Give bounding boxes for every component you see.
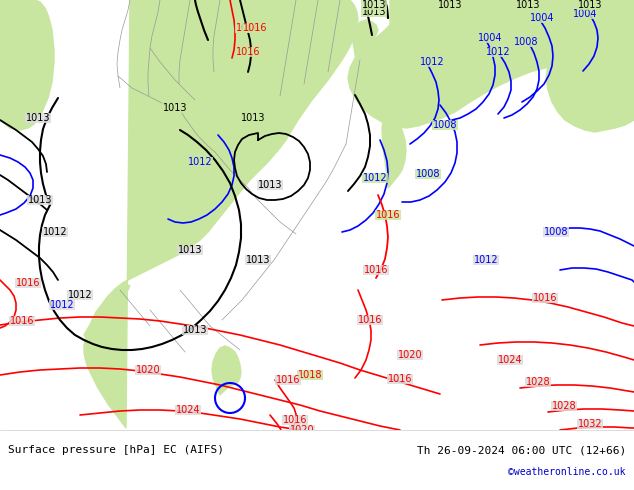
Text: 1016: 1016 xyxy=(16,278,40,288)
Text: 1016: 1016 xyxy=(236,23,260,33)
Text: 1028: 1028 xyxy=(526,377,550,387)
Text: 1016: 1016 xyxy=(533,293,557,303)
Text: 1012: 1012 xyxy=(363,173,387,183)
Text: 1012: 1012 xyxy=(49,300,74,310)
Text: 1008: 1008 xyxy=(433,120,457,130)
Text: 1013: 1013 xyxy=(241,113,265,123)
Text: 1016: 1016 xyxy=(236,47,260,57)
Text: 1028: 1028 xyxy=(552,401,576,411)
Text: 1020: 1020 xyxy=(136,365,160,375)
Text: 1013: 1013 xyxy=(178,245,202,255)
Text: 1024: 1024 xyxy=(498,355,522,365)
Text: 1016: 1016 xyxy=(243,23,268,33)
Text: 1013: 1013 xyxy=(578,0,602,10)
Text: 1004: 1004 xyxy=(530,13,554,23)
Text: ©weatheronline.co.uk: ©weatheronline.co.uk xyxy=(508,467,626,477)
Text: 1013: 1013 xyxy=(362,0,386,10)
Text: 1012: 1012 xyxy=(188,157,212,167)
Polygon shape xyxy=(352,20,378,60)
Text: 1013: 1013 xyxy=(362,7,386,17)
Text: Surface pressure [hPa] EC (AIFS): Surface pressure [hPa] EC (AIFS) xyxy=(8,445,224,455)
Text: 1013: 1013 xyxy=(183,325,207,335)
Text: 1004: 1004 xyxy=(573,9,597,19)
Text: 1013: 1013 xyxy=(246,255,270,265)
Text: 1012: 1012 xyxy=(486,47,510,57)
Text: 1012: 1012 xyxy=(42,227,67,237)
Text: 1012: 1012 xyxy=(420,57,444,67)
Text: 1016: 1016 xyxy=(283,415,307,425)
Text: 1016: 1016 xyxy=(358,315,382,325)
Polygon shape xyxy=(382,112,406,188)
Text: 1018: 1018 xyxy=(298,370,322,380)
Text: 1016: 1016 xyxy=(276,375,301,385)
Text: 1016: 1016 xyxy=(364,265,388,275)
Text: Th 26-09-2024 06:00 UTC (12+66): Th 26-09-2024 06:00 UTC (12+66) xyxy=(417,445,626,455)
Polygon shape xyxy=(84,285,130,340)
Text: 1024: 1024 xyxy=(176,405,200,415)
Text: 1032: 1032 xyxy=(578,419,602,429)
Text: 1012: 1012 xyxy=(474,255,498,265)
Text: 1016: 1016 xyxy=(376,210,400,220)
Text: 1013: 1013 xyxy=(26,113,50,123)
Polygon shape xyxy=(546,0,634,132)
Text: 1013: 1013 xyxy=(515,0,540,10)
Text: 1013: 1013 xyxy=(163,103,187,113)
Text: 1008: 1008 xyxy=(514,37,538,47)
Text: 1012: 1012 xyxy=(68,290,93,300)
Text: 1008: 1008 xyxy=(544,227,568,237)
Text: 1013: 1013 xyxy=(437,0,462,10)
Polygon shape xyxy=(0,0,54,130)
Polygon shape xyxy=(212,346,241,395)
Text: 1013: 1013 xyxy=(28,195,52,205)
Text: 1020: 1020 xyxy=(398,350,422,360)
Text: 1013: 1013 xyxy=(258,180,282,190)
Polygon shape xyxy=(348,0,634,128)
Text: 1004: 1004 xyxy=(478,33,502,43)
Text: 1016: 1016 xyxy=(388,374,412,384)
Text: 1016: 1016 xyxy=(10,316,34,326)
Polygon shape xyxy=(84,0,358,428)
Text: 1020: 1020 xyxy=(290,425,314,435)
Text: 1008: 1008 xyxy=(416,169,440,179)
